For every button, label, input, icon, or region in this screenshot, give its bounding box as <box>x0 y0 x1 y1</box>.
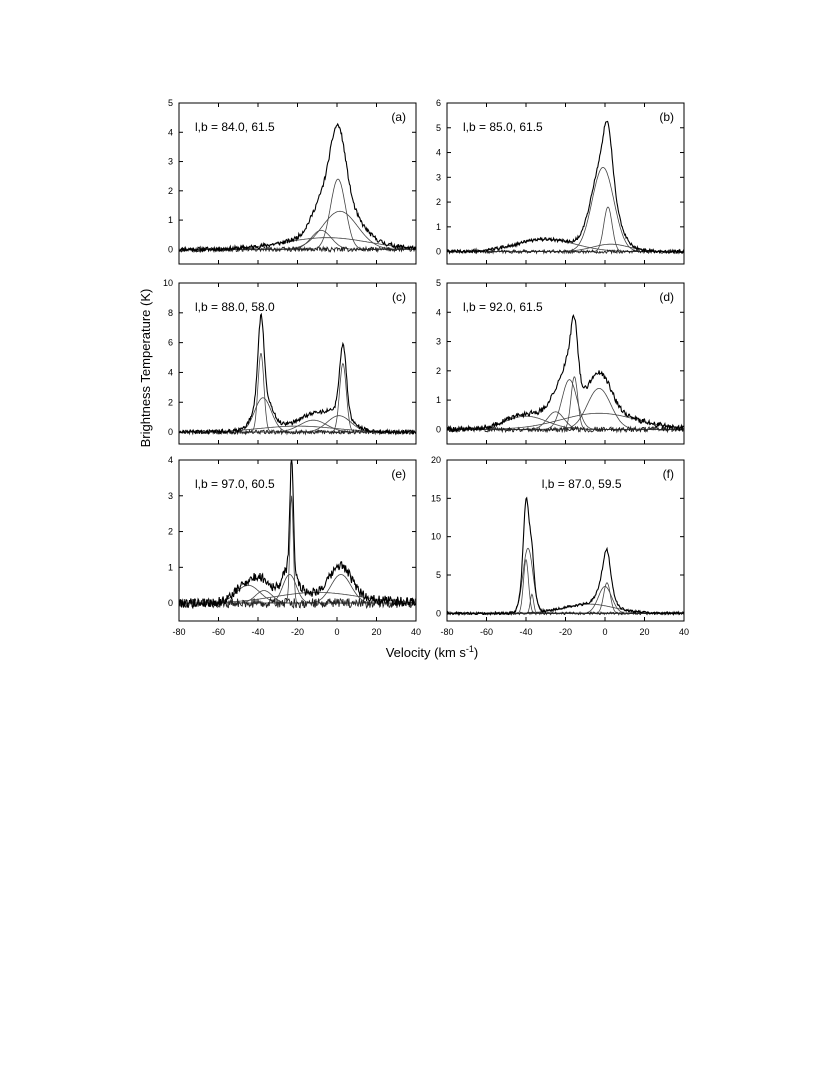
x-tick-label: 0 <box>334 627 339 637</box>
y-tick-label: 0 <box>168 244 173 254</box>
coordinate-label: l,b = 88.0, 58.0 <box>195 300 275 314</box>
x-tick-label: 40 <box>411 627 421 637</box>
x-tick-label: -20 <box>559 627 572 637</box>
y-tick-label: 8 <box>168 308 173 318</box>
x-tick-label: 20 <box>639 627 649 637</box>
plot-area <box>179 312 416 436</box>
panel-label: (f) <box>663 467 674 481</box>
y-tick-label: 4 <box>168 367 173 377</box>
observed-spectrum <box>447 120 684 255</box>
gaussian-component-1 <box>447 547 684 614</box>
plot-area <box>179 122 416 254</box>
y-tick-label: 15 <box>431 493 441 503</box>
residual-spectrum <box>179 428 416 436</box>
gaussian-component-4 <box>447 586 684 614</box>
gaussian-component-2 <box>179 210 416 250</box>
observed-spectrum <box>447 496 684 617</box>
x-tick-label: -80 <box>172 627 185 637</box>
gaussian-component-1 <box>179 495 416 604</box>
y-tick-label: 5 <box>436 570 441 580</box>
observed-spectrum <box>179 460 416 610</box>
y-tick-label: 2 <box>168 527 173 537</box>
x-tick-label: -60 <box>212 627 225 637</box>
x-axis-title-superscript: -1 <box>466 644 474 654</box>
x-tick-label: 0 <box>602 627 607 637</box>
y-axis-title: Brightness Temperature (K) <box>138 289 153 448</box>
x-tick-label: -20 <box>291 627 304 637</box>
panel-label: (e) <box>391 467 406 481</box>
y-tick-label: 5 <box>436 123 441 133</box>
y-tick-label: 3 <box>436 337 441 347</box>
y-tick-label: 2 <box>168 397 173 407</box>
y-tick-label: 1 <box>436 222 441 232</box>
panel-c: 0 2 4 6 8 10 (c) l,b = 88.0, 58.0 <box>163 278 417 445</box>
y-tick-label: 4 <box>168 455 173 465</box>
observed-spectrum <box>179 312 416 436</box>
y-tick-label: 0 <box>168 598 173 608</box>
coordinate-label: l,b = 85.0, 61.5 <box>463 120 543 134</box>
observed-spectrum <box>179 122 416 254</box>
x-tick-label: -40 <box>251 627 264 637</box>
panel-label: (a) <box>391 110 406 124</box>
y-tick-label: 0 <box>436 247 441 257</box>
panel-label: (c) <box>392 290 406 304</box>
plot-area <box>447 496 684 617</box>
panel-label: (d) <box>659 290 674 304</box>
plot-area <box>447 120 684 255</box>
plot-area <box>179 460 416 610</box>
y-tick-label: 4 <box>168 127 173 137</box>
y-tick-label: 10 <box>431 532 441 542</box>
y-tick-label: 5 <box>436 278 441 288</box>
gaussian-component-3 <box>179 362 416 433</box>
y-tick-label: 1 <box>168 215 173 225</box>
plot-area <box>447 313 684 434</box>
y-tick-label: 1 <box>436 395 441 405</box>
gaussian-component-3 <box>447 582 684 614</box>
y-tick-label: 6 <box>436 98 441 108</box>
y-tick-label: 1 <box>168 562 173 572</box>
panel-e: -80 -60 -40 -20 0 20 40 0 1 2 3 4 (e) l,b = 97.0, 60.… <box>168 455 421 637</box>
panel-f: -80 -60 -40 -20 0 20 40 0 5 10 15 20 (f) l,b = 87.0, … <box>431 455 689 637</box>
panels-group: 0 1 2 3 4 5 (a) l,b = 84.0, 61.5 0 1 2 3 4 5 6 (b) l,b =… <box>163 98 689 637</box>
gaussian-component-5 <box>447 593 684 614</box>
panel-b: 0 1 2 3 4 5 6 (b) l,b = 85.0, 61.5 <box>436 98 685 265</box>
gaussian-component-1 <box>447 166 684 253</box>
y-tick-label: 3 <box>168 157 173 167</box>
x-tick-label: -40 <box>519 627 532 637</box>
y-tick-label: 3 <box>168 491 173 501</box>
coordinate-label: l,b = 87.0, 59.5 <box>542 477 622 491</box>
panel-a: 0 1 2 3 4 5 (a) l,b = 84.0, 61.5 <box>168 98 417 265</box>
coordinate-label: l,b = 92.0, 61.5 <box>463 300 543 314</box>
y-tick-label: 2 <box>168 186 173 196</box>
x-tick-label: 40 <box>679 627 689 637</box>
y-tick-label: 4 <box>436 307 441 317</box>
y-tick-label: 5 <box>168 98 173 108</box>
y-tick-label: 20 <box>431 455 441 465</box>
y-tick-label: 0 <box>436 424 441 434</box>
y-tick-label: 2 <box>436 366 441 376</box>
y-tick-label: 2 <box>436 197 441 207</box>
x-tick-label: -80 <box>440 627 453 637</box>
x-axis-title: Velocity (km s-1) <box>386 644 479 660</box>
gaussian-component-2 <box>447 206 684 253</box>
y-tick-label: 10 <box>163 278 173 288</box>
gaussian-component-2 <box>447 558 684 614</box>
panel-label: (b) <box>659 110 674 124</box>
y-tick-label: 4 <box>436 148 441 158</box>
x-tick-label: 20 <box>371 627 381 637</box>
y-tick-label: 0 <box>436 608 441 618</box>
y-tick-label: 6 <box>168 338 173 348</box>
coordinate-label: l,b = 84.0, 61.5 <box>195 120 275 134</box>
observed-spectrum <box>447 313 684 433</box>
y-tick-label: 0 <box>168 427 173 437</box>
coordinate-label: l,b = 97.0, 60.5 <box>195 477 275 491</box>
residual-spectrum <box>447 425 684 434</box>
x-tick-label: -60 <box>480 627 493 637</box>
y-tick-label: 3 <box>436 172 441 182</box>
panel-d: 0 1 2 3 4 5 (d) l,b = 92.0, 61.5 <box>436 278 685 445</box>
gaussian-component-2 <box>179 397 416 433</box>
